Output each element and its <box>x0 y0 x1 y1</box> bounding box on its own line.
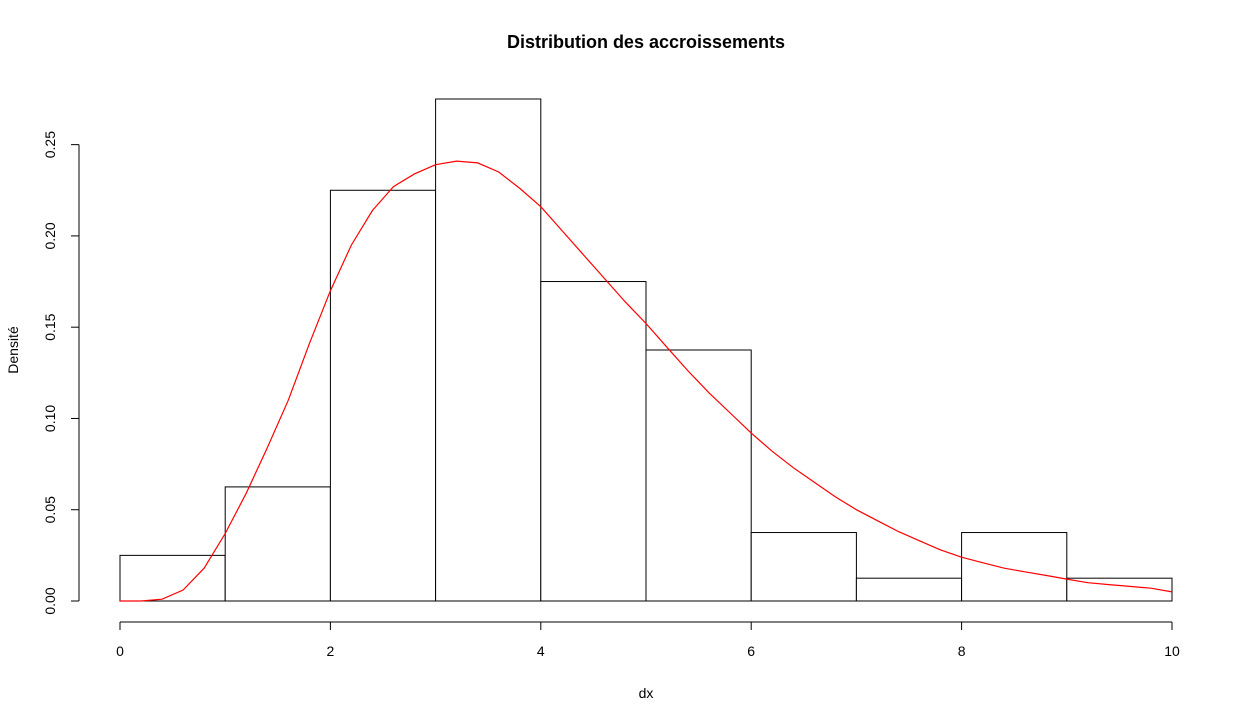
y-tick-label: 0.05 <box>42 496 58 523</box>
y-tick-label: 0.00 <box>42 587 58 614</box>
histogram-bar-7 <box>855 577 963 602</box>
y-tick-label: 0.25 <box>42 131 58 158</box>
histogram-bar-3 <box>435 98 542 602</box>
density-curve-layer <box>120 160 1173 602</box>
histogram-bar-5 <box>645 349 752 602</box>
histogram-bar-8 <box>961 532 1068 602</box>
x-tick-label: 0 <box>116 643 124 659</box>
histogram-bars <box>119 98 1173 602</box>
histogram-bar-6 <box>750 532 857 602</box>
x-tick-label: 8 <box>958 643 966 659</box>
histogram-bar-1 <box>224 486 331 602</box>
chart-title: Distribution des accroissements <box>507 32 785 52</box>
y-tick-label: 0.15 <box>42 313 58 340</box>
y-axis-label: Densité <box>5 326 21 374</box>
histogram-bar-4 <box>540 281 647 602</box>
x-tick-label: 4 <box>537 643 545 659</box>
x-axis: 0 2 4 6 8 10 <box>116 621 1180 659</box>
x-tick-label: 10 <box>1164 643 1180 659</box>
y-tick-label: 0.10 <box>42 405 58 432</box>
density-curve <box>120 160 1173 602</box>
x-tick-label: 6 <box>747 643 755 659</box>
histogram-bar-2 <box>329 189 437 602</box>
y-axis: 0.00 0.05 0.10 0.15 0.20 0.25 <box>42 131 80 615</box>
x-tick-label: 2 <box>327 643 335 659</box>
x-axis-label: dx <box>639 685 654 701</box>
y-tick-label: 0.20 <box>42 222 58 249</box>
histogram-bar-9 <box>1066 577 1173 602</box>
